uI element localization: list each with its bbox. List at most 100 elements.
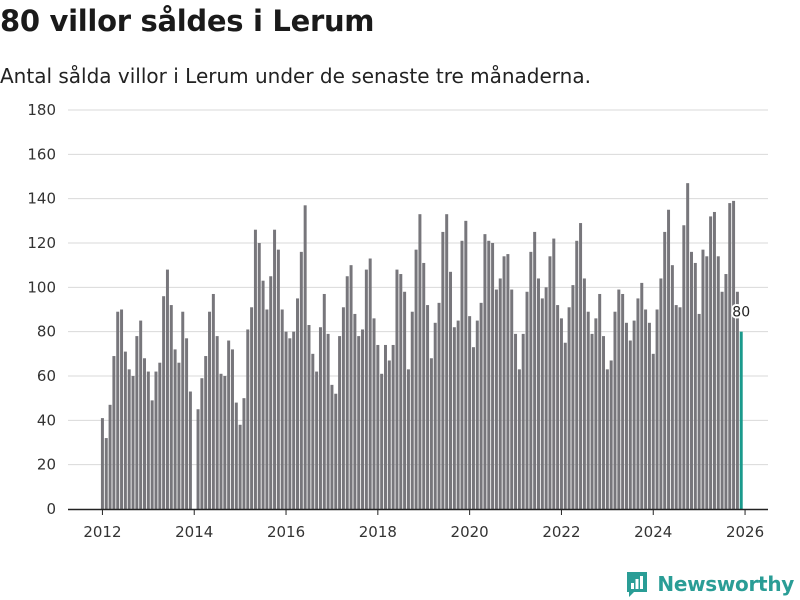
bar	[735, 291, 739, 509]
bar	[410, 311, 414, 509]
bar	[211, 293, 215, 509]
bar	[230, 349, 234, 509]
x-axis-ticks: 2012 2014 2016 2018 2020 2022 2024 2026	[83, 509, 764, 541]
bar	[273, 229, 277, 509]
bar	[437, 302, 441, 509]
bar	[380, 373, 384, 509]
bar	[383, 344, 387, 509]
bar	[403, 291, 407, 509]
bar	[223, 376, 227, 509]
bar	[636, 298, 640, 509]
bar	[242, 398, 246, 509]
brand-name: Newsworthy	[657, 572, 794, 596]
bar	[303, 205, 307, 510]
bar	[670, 265, 674, 509]
bar	[429, 358, 433, 509]
bar	[586, 311, 590, 509]
bar	[701, 249, 705, 509]
bar	[521, 333, 525, 509]
bar	[644, 309, 648, 509]
bar	[536, 278, 540, 509]
bar	[357, 336, 361, 509]
bar	[690, 251, 693, 509]
y-tick-label: 20	[37, 456, 56, 474]
bar	[728, 203, 732, 509]
bar	[280, 309, 284, 509]
bar	[345, 276, 349, 509]
bar	[135, 336, 139, 509]
bar	[471, 347, 475, 509]
bar	[219, 373, 223, 509]
bar	[334, 393, 338, 509]
x-tick-label: 2016	[267, 523, 305, 541]
bar	[284, 331, 288, 509]
bar	[116, 311, 120, 509]
bar	[716, 256, 720, 509]
x-tick-label: 2020	[451, 523, 489, 541]
y-tick-label: 0	[46, 500, 56, 518]
bar	[582, 278, 586, 509]
bar	[514, 333, 518, 509]
bar	[422, 262, 426, 509]
bar	[188, 391, 192, 509]
bar	[123, 351, 127, 509]
bar	[510, 289, 514, 509]
bar	[540, 298, 544, 509]
bar	[678, 307, 682, 509]
bar	[590, 333, 594, 509]
bar	[154, 371, 158, 509]
bar	[659, 278, 663, 509]
bar	[162, 296, 166, 509]
bar	[330, 384, 334, 509]
bar	[292, 331, 296, 509]
y-axis-ticks: 0 20 40 60 80 100 120 140 160 180	[27, 101, 56, 518]
bar	[494, 289, 498, 509]
bar	[265, 309, 269, 509]
bar	[418, 214, 422, 509]
bar	[475, 320, 479, 509]
chart-subtitle: Antal sålda villor i Lerum under de sena…	[0, 64, 591, 88]
bar	[563, 342, 567, 509]
bar	[602, 336, 606, 509]
bar-chart-logo-icon	[627, 572, 648, 597]
bar	[150, 400, 154, 509]
bar	[131, 376, 135, 509]
bar	[307, 325, 311, 509]
x-tick-label: 2014	[175, 523, 213, 541]
bar	[693, 262, 697, 509]
bar	[640, 282, 644, 509]
bar	[559, 318, 563, 509]
bar	[246, 329, 250, 509]
x-tick-label: 2018	[359, 523, 397, 541]
bar	[460, 240, 464, 510]
bar	[506, 254, 510, 509]
bar	[651, 353, 655, 509]
bar	[632, 320, 636, 509]
bar	[720, 291, 724, 509]
brand[interactable]: Newsworthy	[625, 568, 794, 600]
x-tick-label: 2026	[726, 523, 764, 541]
bar	[146, 371, 150, 509]
bar	[341, 307, 345, 509]
y-tick-label: 180	[27, 101, 56, 119]
bar	[395, 269, 399, 509]
bar	[326, 333, 330, 509]
bar	[426, 305, 430, 509]
bar	[315, 371, 319, 509]
bar	[498, 278, 502, 509]
bar	[556, 305, 560, 509]
bar	[158, 362, 162, 509]
bar	[491, 243, 495, 509]
bar	[368, 258, 372, 509]
bar	[594, 318, 598, 509]
bar	[567, 307, 571, 509]
bar-latest	[739, 331, 743, 509]
x-tick-label: 2022	[542, 523, 580, 541]
bar	[181, 311, 185, 509]
bar	[525, 291, 529, 509]
data-labels: 80	[730, 303, 752, 323]
bar	[732, 200, 736, 509]
bar	[674, 305, 678, 509]
bar	[185, 338, 189, 509]
